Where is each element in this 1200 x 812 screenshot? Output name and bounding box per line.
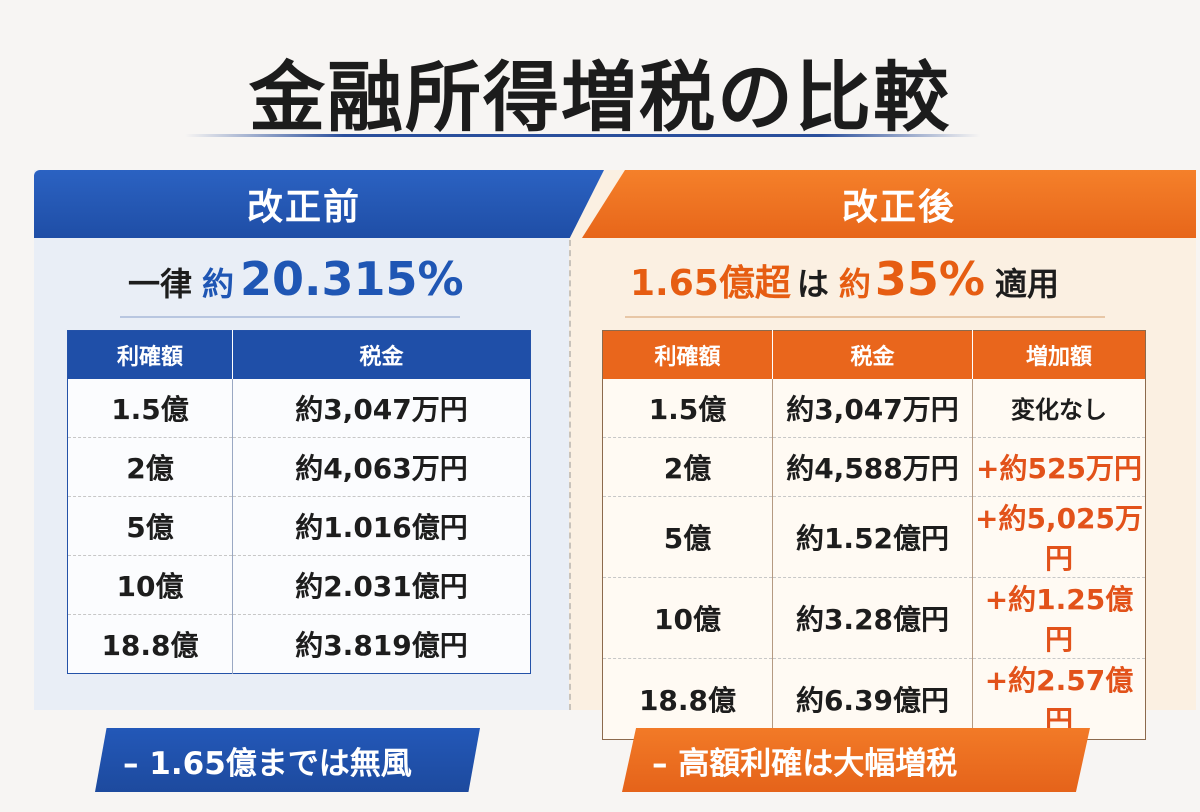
profit-cell: 2億: [602, 437, 773, 497]
tax-cell: 約3.28億円: [772, 577, 973, 659]
after-rate-approx: 約: [838, 265, 871, 303]
tax-cell: 約4,063万円: [232, 437, 531, 497]
after-rate-underline: [625, 316, 1105, 318]
tax-cell: 約6.39億円: [772, 658, 973, 740]
before-rate-value: 20.315%: [240, 252, 464, 306]
table-row: 10億 約3.28億円 +約1.25億円: [602, 577, 1146, 659]
tax-cell: 約3,047万円: [772, 378, 973, 438]
before-rate: 一律 約 20.315%: [128, 252, 464, 306]
increase-cell: +約525万円: [972, 437, 1146, 497]
after-rate: 1.65億超 は 約 35% 適用: [630, 252, 1059, 306]
table-row: 1.5億 約3,047万円 変化なし: [602, 378, 1146, 438]
table-row: 18.8億 約6.39億円 +約2.57億円: [602, 658, 1146, 740]
before-rate-underline: [120, 316, 460, 318]
increase-cell: +約1.25億円: [972, 577, 1146, 659]
table-row: 2億 約4,588万円 +約525万円: [602, 437, 1146, 497]
tax-cell: 約2.031億円: [232, 555, 531, 615]
profit-cell: 10億: [67, 555, 233, 615]
tax-cell: 約1.52億円: [772, 496, 973, 578]
after-rate-value: 35%: [874, 252, 985, 306]
after-rate-particle: は: [796, 265, 829, 303]
after-rate-threshold: 1.65億超: [630, 263, 791, 304]
panel-divider: [569, 240, 571, 710]
before-summary-text: – 1.65億までは無風: [123, 745, 412, 782]
table-row: 1.5億 約3,047万円: [67, 378, 531, 438]
table-row: 5億 約1.52億円 +約5,025万円: [602, 496, 1146, 578]
before-table: 利確額 税金 1.5億 約3,047万円 2億 約4,063万円 5億 約1.0…: [67, 330, 531, 674]
before-header-label: 改正前: [246, 187, 361, 228]
column-header: 利確額: [67, 330, 233, 379]
table-row: 5億 約1.016億円: [67, 496, 531, 556]
profit-cell: 10億: [602, 577, 773, 659]
after-table: 利確額 税金 増加額 1.5億 約3,047万円 変化なし 2億 約4,588万…: [602, 330, 1146, 740]
column-header: 利確額: [602, 330, 773, 379]
profit-cell: 1.5億: [602, 378, 773, 438]
before-rate-approx: 約: [202, 265, 235, 303]
before-header: 改正前: [34, 170, 604, 238]
profit-cell: 5億: [602, 496, 773, 578]
after-rate-suffix: 適用: [994, 265, 1059, 303]
tax-cell: 約4,588万円: [772, 437, 973, 497]
profit-cell: 18.8億: [602, 658, 773, 740]
after-summary-text: – 高額利確は大幅増税: [652, 745, 958, 782]
after-table-header-row: 利確額 税金 増加額: [602, 330, 1146, 379]
before-rate-prefix: 一律: [128, 265, 193, 303]
before-table-header-row: 利確額 税金: [67, 330, 531, 379]
page-title: 金融所得増税の比較: [249, 53, 951, 142]
title-underline: [185, 134, 980, 137]
column-header: 増加額: [972, 330, 1146, 379]
tax-cell: 約3,047万円: [232, 378, 531, 438]
tax-cell: 約3.819億円: [295, 629, 468, 662]
after-header-label: 改正後: [841, 187, 956, 228]
column-header: 税金: [772, 330, 973, 379]
increase-cell: +約5,025万円: [972, 496, 1146, 578]
increase-cell: +約2.57億円: [984, 664, 1134, 737]
tax-cell: 約1.016億円: [232, 496, 531, 556]
after-header: 改正後: [582, 170, 1196, 238]
table-row: 2億 約4,063万円: [67, 437, 531, 497]
column-header: 税金: [232, 330, 531, 379]
profit-cell: 1.5億: [67, 378, 233, 438]
after-summary-banner: – 高額利確は大幅増税: [622, 728, 1090, 792]
profit-cell: 2億: [67, 437, 233, 497]
table-row: 18.8億 約3.819億円: [67, 614, 531, 674]
before-summary-banner: – 1.65億までは無風: [95, 728, 480, 792]
profit-cell: 5億: [67, 496, 233, 556]
table-row: 10億 約2.031億円: [67, 555, 531, 615]
profit-cell: 18.8億: [67, 614, 233, 674]
increase-cell: 変化なし: [972, 378, 1146, 438]
